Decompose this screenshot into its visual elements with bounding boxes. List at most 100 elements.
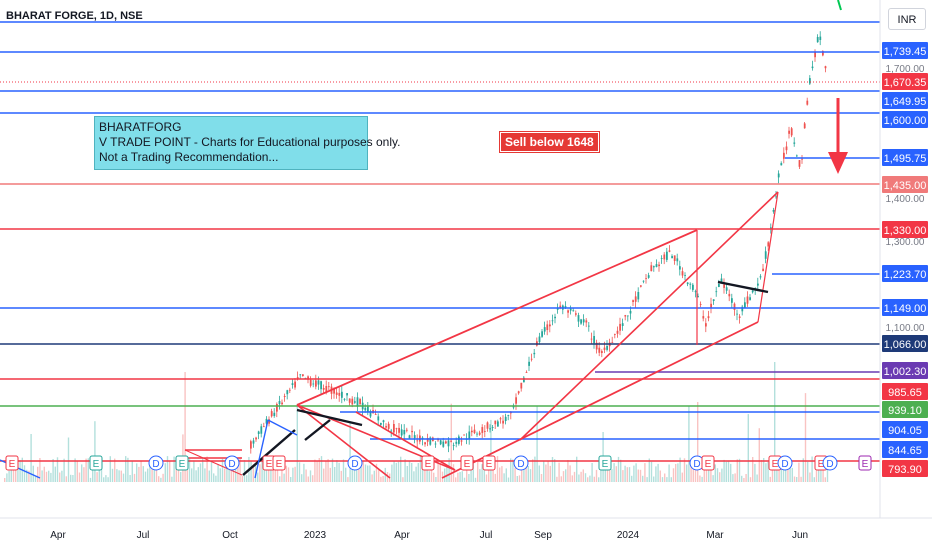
volume-bar	[468, 474, 470, 482]
level-price-tag	[882, 111, 928, 128]
candlesticks	[250, 31, 827, 454]
volume-bar	[202, 458, 204, 482]
volume-bar	[609, 468, 611, 482]
candle	[824, 65, 827, 73]
volume-bar	[74, 458, 76, 482]
candle	[356, 392, 359, 412]
volume-bar	[246, 475, 248, 482]
volume-bar	[107, 477, 109, 482]
volume-bar	[105, 475, 107, 482]
volume-bar	[65, 476, 67, 482]
volume-bar	[571, 475, 573, 482]
volume-bar	[527, 466, 529, 482]
candle	[497, 419, 499, 427]
volume-bar	[241, 475, 243, 482]
volume-bar	[479, 469, 481, 482]
candle	[416, 434, 419, 448]
volume-bar	[347, 477, 349, 482]
volume-bar	[413, 471, 415, 482]
currency-button[interactable]: INR	[888, 8, 926, 30]
trendline	[296, 404, 391, 479]
marker-label: E	[602, 459, 609, 470]
volume-bar	[701, 476, 703, 482]
volume-bar	[437, 459, 439, 482]
candle	[585, 318, 588, 328]
volume-bar	[305, 469, 307, 482]
candle	[637, 287, 640, 303]
candle	[793, 137, 796, 147]
volume-bar	[45, 471, 48, 482]
volume-bar	[30, 434, 32, 482]
candle	[260, 423, 263, 438]
volume-bar	[127, 457, 129, 482]
volume-bar	[699, 475, 701, 482]
candle	[723, 278, 725, 294]
time-axis: Apr Jul Oct 2023 Apr Jul Sep 2024 Mar Jun	[0, 517, 932, 541]
volume-bar	[4, 478, 6, 482]
candle	[593, 330, 595, 349]
candle	[367, 402, 369, 416]
candle	[385, 423, 387, 430]
volume-bar	[415, 466, 417, 482]
volume-bar	[532, 459, 534, 482]
volume-bar	[639, 469, 642, 482]
volume-bar	[356, 467, 358, 482]
volume-bar	[562, 471, 565, 482]
volume-bar	[406, 466, 408, 482]
candle	[408, 434, 411, 439]
volume-bar	[670, 477, 672, 482]
marker-label: E	[266, 459, 273, 470]
candle	[458, 434, 460, 446]
volume-bar	[565, 469, 567, 482]
earnings-marker: E	[482, 455, 496, 471]
candle	[452, 442, 455, 451]
volume-bar	[142, 466, 144, 482]
volume-bar	[34, 476, 37, 482]
level-price-tag	[882, 383, 928, 400]
volume-bar	[490, 419, 492, 482]
volume-bar	[208, 470, 210, 482]
volume-bar	[749, 477, 752, 482]
volume-bar	[94, 421, 96, 482]
volume-bar	[206, 456, 208, 482]
candle	[640, 285, 642, 288]
volume-bar	[23, 465, 26, 482]
volume-bar	[417, 463, 419, 482]
volume-bar	[637, 469, 639, 482]
candle	[489, 424, 491, 433]
level-price-tag	[882, 265, 928, 282]
volume-bar	[67, 437, 70, 482]
volume-bar	[767, 461, 769, 482]
volume-bar	[780, 463, 782, 482]
volume-bar	[318, 458, 320, 482]
volume-bar	[705, 464, 708, 482]
candle	[338, 387, 341, 402]
volume-bar	[404, 459, 406, 482]
volume-bar	[380, 476, 382, 482]
volume-bar	[793, 476, 796, 482]
candle	[798, 160, 801, 169]
x-tick-label: Jun	[792, 530, 808, 541]
volume-bar	[518, 475, 521, 482]
volume-bar	[613, 463, 615, 482]
candle	[614, 333, 616, 339]
volume-bar	[290, 477, 292, 482]
volume-bar	[481, 464, 483, 482]
x-tick-label: Mar	[706, 530, 724, 541]
level-price-tag	[882, 335, 928, 352]
volume-bar	[723, 459, 725, 482]
volume-bar	[589, 475, 591, 482]
volume-bar	[228, 459, 230, 482]
volume-bar	[752, 457, 754, 482]
volume-bar	[725, 461, 727, 482]
candle	[801, 155, 803, 164]
marker-label: D	[826, 459, 833, 470]
volume-bar	[514, 467, 516, 482]
candle	[419, 429, 421, 445]
volume-bar	[186, 468, 188, 482]
volume-bar	[804, 393, 807, 482]
marker-label: E	[705, 459, 712, 470]
volume-bar	[219, 468, 221, 482]
volume-bar	[171, 476, 173, 482]
